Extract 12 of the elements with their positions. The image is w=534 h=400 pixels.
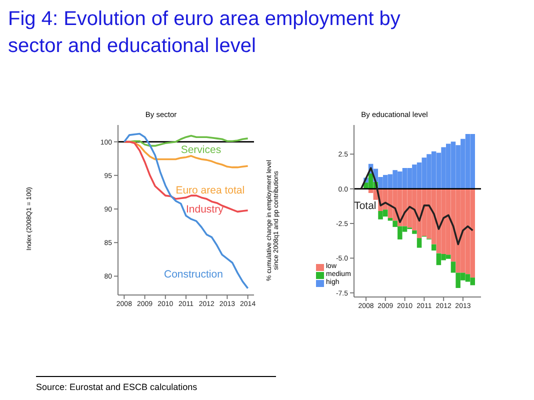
bar	[431, 244, 436, 251]
bar	[412, 230, 417, 234]
source-note: Source: Eurostat and ESCB calculations	[36, 376, 276, 392]
series-label: Euro area total	[176, 184, 245, 196]
bar	[416, 238, 422, 248]
series-label: Industry	[186, 204, 224, 216]
caption: Fig 4: Evolution of euro area employment by sector and educational level	[8, 7, 402, 59]
series-label: Construction	[164, 268, 224, 281]
series-label: Services	[180, 144, 222, 156]
line-series	[123, 132, 249, 290]
bar	[450, 262, 456, 273]
line-series	[123, 140, 249, 213]
